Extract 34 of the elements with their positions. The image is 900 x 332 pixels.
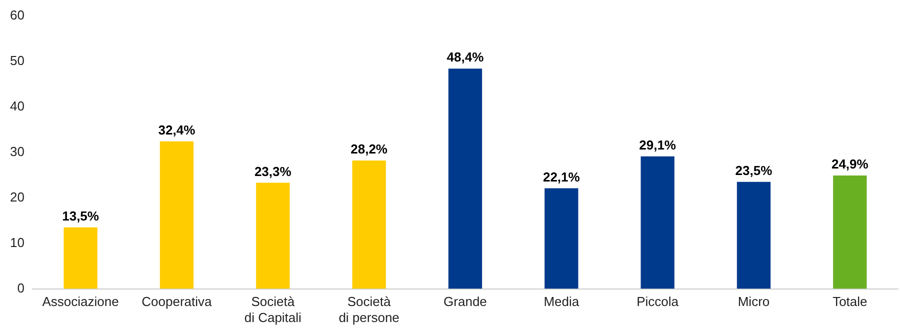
bar bbox=[352, 160, 386, 289]
x-tick-label: Piccola bbox=[636, 294, 680, 310]
y-tick-label: 10 bbox=[10, 234, 24, 250]
x-tick-label: Società di Capitali bbox=[244, 294, 302, 325]
x-tick-label: Cooperativa bbox=[142, 294, 213, 310]
data-label: 13,5% bbox=[62, 208, 100, 224]
bar bbox=[736, 182, 771, 289]
y-tick-label: 30 bbox=[10, 144, 24, 159]
y-tick-label: 0 bbox=[17, 280, 24, 296]
data-label: 22,1% bbox=[542, 169, 580, 184]
x-tick-label: Micro bbox=[738, 294, 770, 310]
bar bbox=[544, 188, 578, 289]
data-label: 28,2% bbox=[350, 142, 388, 157]
bar bbox=[833, 176, 867, 289]
x-tick-label: Media bbox=[544, 294, 580, 310]
data-label: 23,5% bbox=[735, 162, 773, 178]
x-tick-label: Grande bbox=[444, 294, 487, 310]
bar bbox=[448, 68, 482, 289]
data-label: 23,3% bbox=[254, 164, 292, 179]
x-tick-label: Totale bbox=[832, 294, 868, 310]
bar bbox=[640, 156, 674, 289]
bar bbox=[64, 227, 98, 289]
bar bbox=[256, 182, 290, 289]
data-label: 32,4% bbox=[158, 122, 196, 138]
y-tick-label: 20 bbox=[10, 189, 24, 204]
data-label: 29,1% bbox=[639, 137, 676, 152]
bar bbox=[160, 141, 194, 289]
y-tick-label: 50 bbox=[10, 52, 24, 68]
x-tick-label: Società di persone bbox=[338, 294, 400, 325]
data-label: 48,4% bbox=[446, 50, 484, 65]
data-label: 24,9% bbox=[831, 156, 869, 172]
x-tick-label: Associazione bbox=[42, 294, 119, 310]
y-tick-label: 40 bbox=[10, 98, 24, 114]
y-tick-label: 60 bbox=[10, 7, 24, 22]
